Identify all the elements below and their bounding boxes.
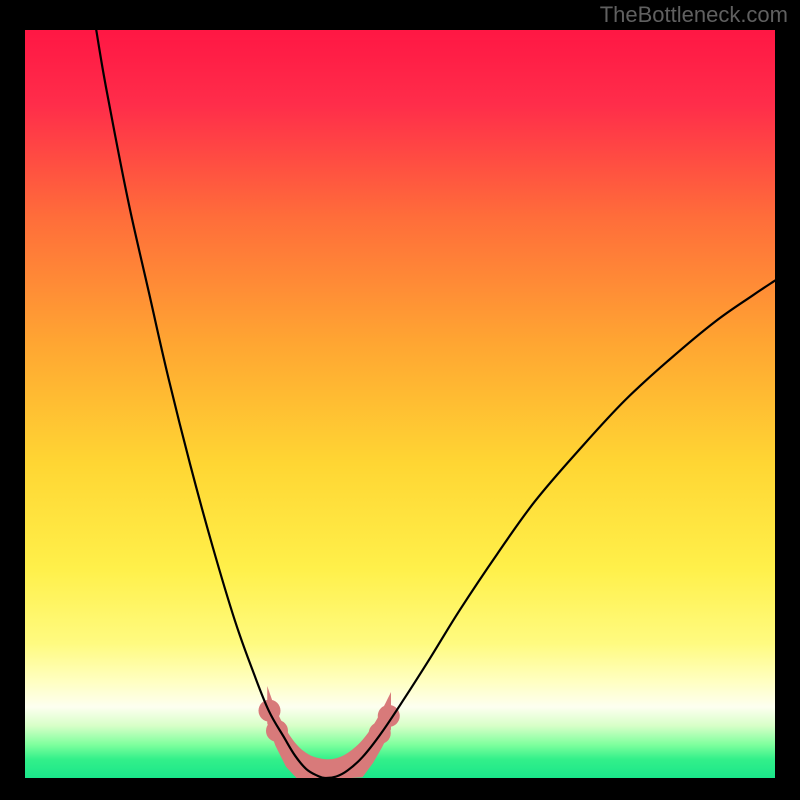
watermark-text: TheBottleneck.com — [600, 2, 788, 28]
bottleneck-chart — [0, 0, 800, 800]
plot-background — [25, 30, 775, 778]
chart-svg — [0, 0, 800, 800]
